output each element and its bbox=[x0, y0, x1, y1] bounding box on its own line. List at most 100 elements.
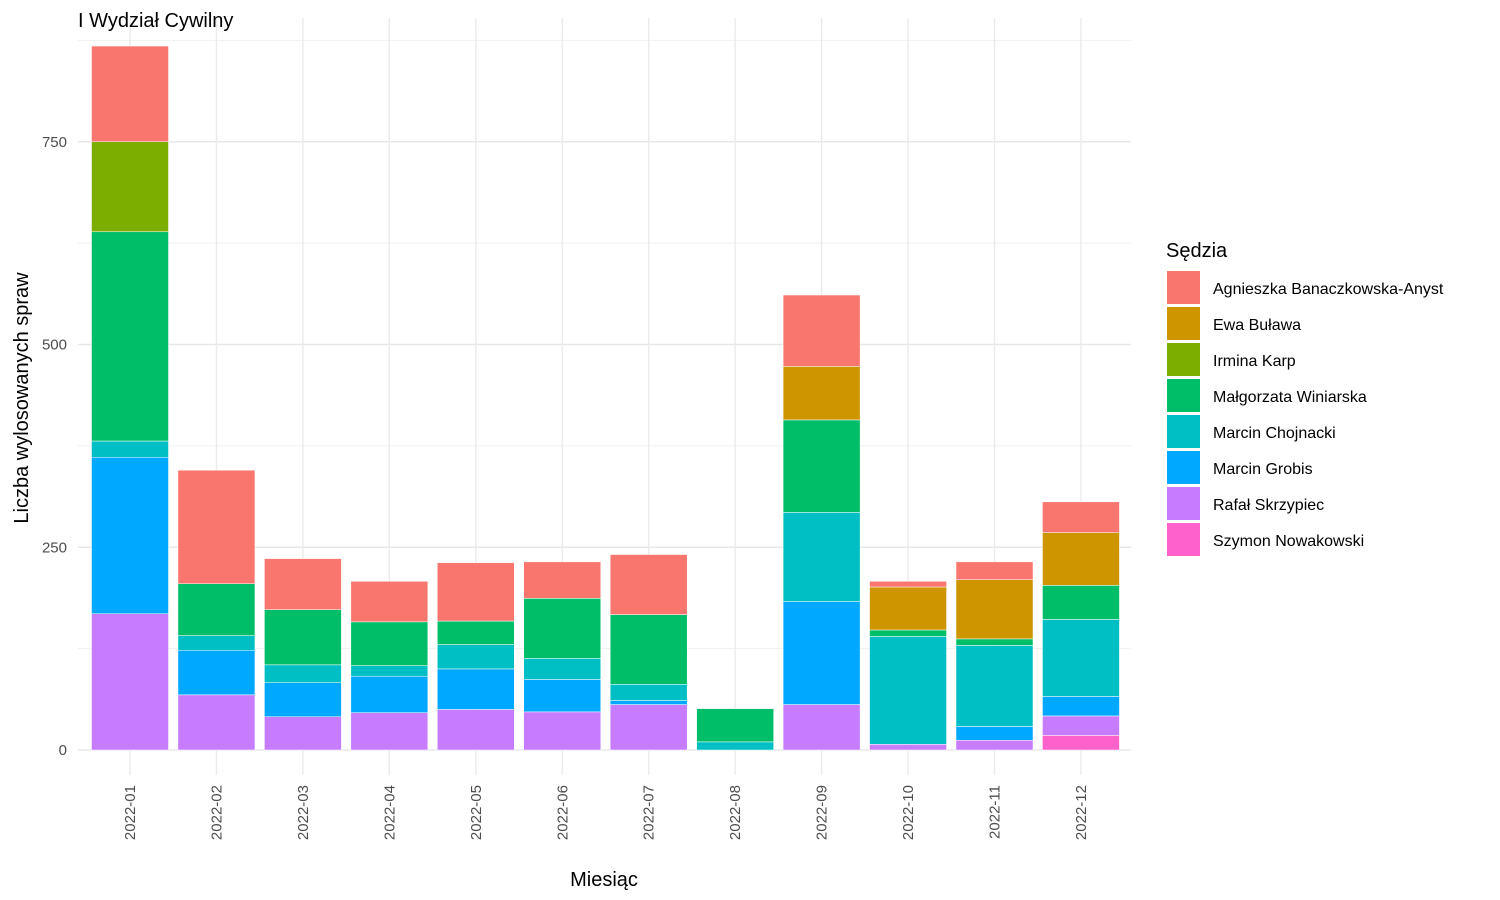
bar-segment bbox=[1042, 696, 1120, 717]
bar-segment bbox=[91, 231, 169, 442]
bar-segment bbox=[91, 141, 169, 233]
bar-segment bbox=[1042, 735, 1120, 751]
y-tick-label: 500 bbox=[42, 337, 67, 354]
x-tick-label: 2022-11 bbox=[987, 785, 1004, 839]
bar-segment bbox=[782, 419, 861, 513]
legend-key bbox=[1167, 451, 1200, 484]
bar-segment bbox=[1042, 585, 1120, 620]
bar-segment bbox=[609, 614, 688, 685]
bar-segment bbox=[523, 679, 601, 713]
bar-segment bbox=[437, 562, 515, 622]
bar-segment bbox=[177, 583, 256, 636]
bar-segment bbox=[264, 558, 342, 610]
x-tick-label: 2022-07 bbox=[641, 785, 658, 840]
bar-segment bbox=[955, 579, 1034, 640]
x-tick-label: 2022-09 bbox=[814, 785, 831, 840]
legend-label: Marcin Grobis bbox=[1213, 461, 1313, 478]
bar-segment bbox=[91, 613, 169, 751]
legend-title: Sędzia bbox=[1166, 240, 1228, 262]
bar-segment bbox=[1042, 715, 1120, 736]
legend-label: Ewa Buława bbox=[1213, 317, 1301, 334]
bar-segment bbox=[782, 366, 861, 421]
bar-segment bbox=[350, 665, 429, 677]
bars bbox=[91, 45, 1120, 751]
bar-segment bbox=[869, 586, 947, 631]
bar-segment bbox=[609, 704, 688, 751]
y-tick-label: 750 bbox=[42, 134, 67, 151]
bar-segment bbox=[955, 561, 1034, 580]
legend-label: Małgorzata Winiarska bbox=[1213, 389, 1367, 406]
x-tick-label: 2022-08 bbox=[727, 785, 744, 840]
x-tick-label: 2022-05 bbox=[468, 785, 485, 840]
legend-label: Agnieszka Banaczkowska-Anyst bbox=[1213, 281, 1444, 298]
bar-segment bbox=[782, 294, 861, 367]
bar-segment bbox=[609, 700, 688, 705]
bar-segment bbox=[177, 469, 256, 584]
bar-segment bbox=[437, 620, 515, 645]
x-axis-ticks: 2022-01 2022-02 2022-03 2022-04 2022-05 2022-… bbox=[122, 785, 1090, 840]
x-tick-label: 2022-01 bbox=[122, 785, 139, 840]
bar-segment bbox=[350, 675, 429, 713]
x-tick-label: 2022-10 bbox=[900, 785, 917, 840]
y-axis-ticks: 0 250 500 750 bbox=[42, 134, 67, 759]
bar-segment bbox=[955, 645, 1034, 727]
bar-segment bbox=[955, 638, 1034, 646]
legend-label: Szymon Nowakowski bbox=[1213, 533, 1364, 550]
bar-segment bbox=[609, 554, 688, 615]
x-tick-label: 2022-04 bbox=[381, 785, 398, 840]
y-tick-label: 0 bbox=[59, 742, 67, 759]
bar-segment bbox=[782, 601, 861, 705]
bar-segment bbox=[869, 629, 947, 637]
bar-segment bbox=[782, 512, 861, 602]
x-tick-label: 2022-12 bbox=[1073, 785, 1090, 840]
bar-segment bbox=[91, 440, 169, 458]
y-tick-label: 250 bbox=[42, 539, 67, 556]
chart-title: I Wydział Cywilny bbox=[78, 10, 233, 32]
legend-label: Irmina Karp bbox=[1213, 353, 1296, 370]
bar-segment bbox=[350, 712, 429, 751]
bar-segment bbox=[350, 581, 429, 623]
bar-segment bbox=[264, 682, 342, 717]
legend-key bbox=[1167, 307, 1200, 340]
bar-segment bbox=[955, 740, 1034, 751]
bar-segment bbox=[437, 644, 515, 670]
bar-segment bbox=[523, 561, 601, 599]
bar-segment bbox=[609, 684, 688, 701]
legend-key bbox=[1167, 379, 1200, 412]
legend-key bbox=[1167, 523, 1200, 556]
bar-segment bbox=[696, 708, 774, 743]
bar-segment bbox=[91, 456, 169, 615]
bar-segment bbox=[869, 744, 947, 751]
bar-segment bbox=[696, 741, 774, 751]
legend-key bbox=[1167, 271, 1200, 304]
y-axis-title: Liczba wylosowanych spraw bbox=[11, 272, 33, 524]
bar-segment bbox=[1042, 532, 1120, 586]
bar-segment bbox=[177, 649, 256, 696]
legend-key bbox=[1167, 343, 1200, 376]
bar-segment bbox=[523, 598, 601, 659]
bar-segment bbox=[437, 668, 515, 710]
x-axis-title: Miesiąc bbox=[570, 869, 638, 891]
bar-segment bbox=[782, 704, 861, 751]
bar-segment bbox=[91, 45, 169, 142]
bar-segment bbox=[264, 716, 342, 751]
bar-segment bbox=[523, 658, 601, 680]
bar-segment bbox=[177, 635, 256, 651]
bar-segment bbox=[869, 581, 947, 588]
bar-segment bbox=[1042, 619, 1120, 697]
bar-segment bbox=[437, 709, 515, 751]
bar-segment bbox=[869, 636, 947, 745]
legend: Sędzia Agnieszka Banaczkowska-Anyst Ewa B… bbox=[1166, 240, 1444, 556]
bar-segment bbox=[177, 694, 256, 751]
x-tick-label: 2022-02 bbox=[208, 785, 225, 840]
bar-segment bbox=[350, 621, 429, 666]
x-tick-label: 2022-03 bbox=[295, 785, 312, 840]
bar-segment bbox=[955, 726, 1034, 741]
legend-key bbox=[1167, 415, 1200, 448]
bar-segment bbox=[1042, 501, 1120, 533]
legend-label: Rafał Skrzypiec bbox=[1213, 497, 1324, 514]
x-tick-label: 2022-06 bbox=[554, 785, 571, 840]
legend-key bbox=[1167, 487, 1200, 520]
bar-segment bbox=[264, 609, 342, 666]
